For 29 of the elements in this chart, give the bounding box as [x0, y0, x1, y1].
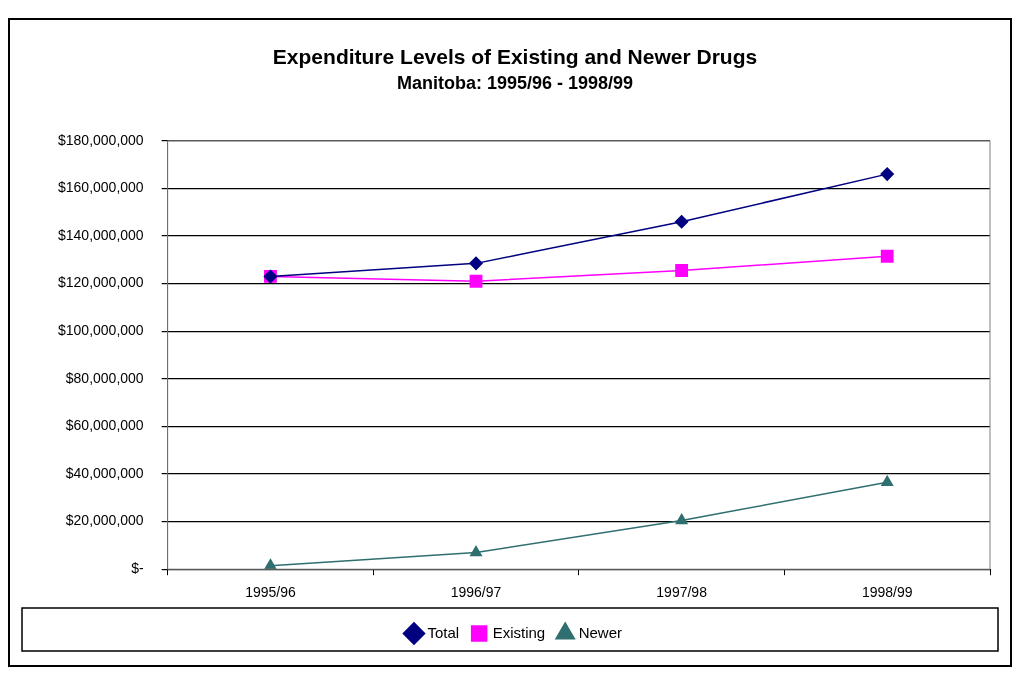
y-tick-label: $120,000,000 — [58, 274, 144, 291]
legend-label: Total — [427, 623, 460, 641]
y-tick-label: $160,000,000 — [58, 179, 144, 196]
point — [469, 256, 483, 271]
y-tick-label: $20,000,000 — [65, 512, 144, 529]
y-tick-label: $40,000,000 — [65, 464, 144, 481]
legend-label: Newer — [578, 623, 623, 641]
y-tick-label: $60,000,000 — [65, 417, 144, 434]
point — [469, 274, 483, 288]
y-tick-label: $140,000,000 — [58, 226, 144, 243]
chart-title: Expenditure Levels of Existing and Newer Drugs — [272, 45, 758, 69]
x-tick-label: 1996/97 — [450, 584, 502, 601]
legend-label: Existing — [492, 623, 546, 641]
y-tick-label: $180,000,000 — [58, 131, 144, 148]
point — [881, 475, 894, 487]
point — [470, 545, 482, 557]
point — [880, 167, 894, 181]
point — [675, 264, 689, 277]
y-tick-label: $80,000,000 — [65, 369, 144, 386]
x-tick-label: 1998/99 — [861, 584, 913, 601]
chart-subtitle: Manitoba: 1995/96 - 1998/99 — [396, 72, 634, 93]
y-tick-label: $- — [131, 560, 144, 577]
y-tick-label: $100,000,000 — [58, 322, 144, 339]
point — [674, 214, 689, 229]
point — [880, 249, 894, 263]
point — [264, 558, 277, 570]
point — [675, 513, 688, 525]
x-tick-label: 1997/98 — [656, 584, 708, 601]
x-tick-label: 1995/96 — [245, 584, 296, 601]
